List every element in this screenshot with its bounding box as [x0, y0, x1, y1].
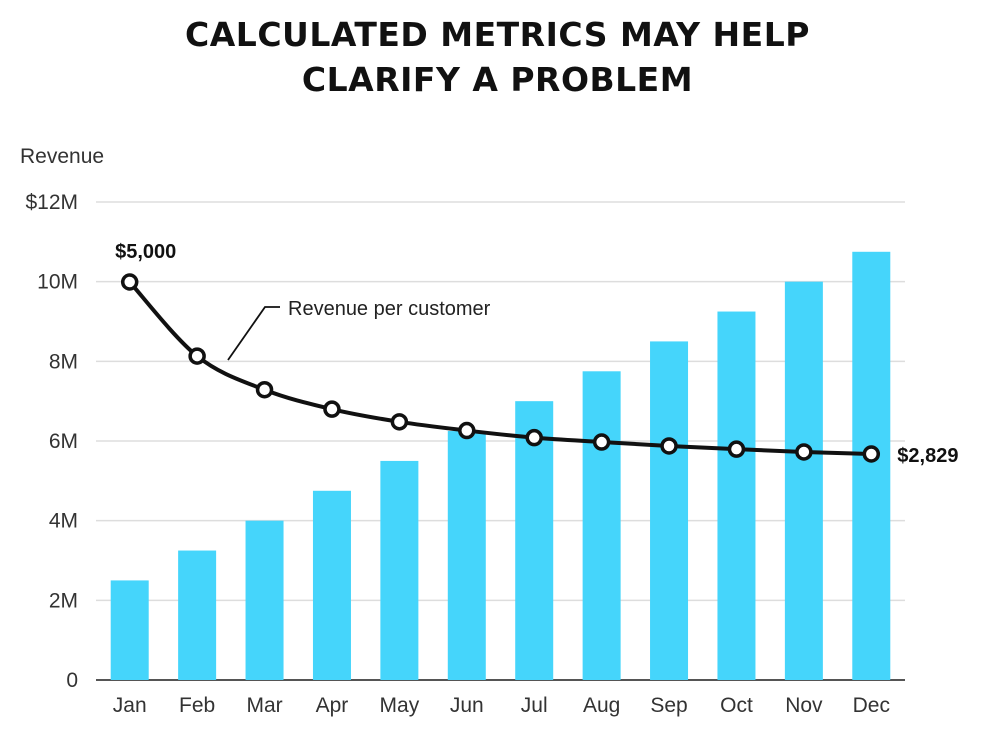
- bar: [110, 580, 149, 680]
- line-point: [120, 273, 139, 291]
- bar: [447, 431, 486, 680]
- series-label-leader-line: [227, 306, 280, 361]
- x-tick-label: Mar: [246, 694, 282, 717]
- x-tick-label: Apr: [316, 694, 349, 717]
- chart-title-line-1: CALCULATED METRICS MAY HELP: [185, 15, 810, 54]
- x-tick-label: Feb: [179, 694, 215, 717]
- y-tick-label: 2M: [49, 589, 78, 612]
- grid-layer: [96, 201, 905, 681]
- y-tick-label: 0: [66, 669, 78, 692]
- x-tick-label: Oct: [720, 694, 753, 717]
- line-point: [660, 437, 678, 455]
- bar: [650, 341, 689, 680]
- bar: [852, 251, 891, 680]
- bar: [784, 281, 823, 680]
- bar: [582, 371, 621, 680]
- line-series: [120, 273, 881, 463]
- x-tick-label: Sep: [650, 694, 687, 717]
- series-label: Revenue per customer: [288, 298, 491, 320]
- y-tick-label: 10M: [37, 271, 78, 294]
- x-tick-labels: Jan Feb Mar Apr May Jun Jul Aug Sep Oct Nov Dec: [113, 694, 890, 717]
- y-axis-title: Revenue: [20, 145, 104, 168]
- annotations: $5,000 $2,829 Revenue per customer: [115, 241, 958, 467]
- last-value-label: $2,829: [897, 445, 958, 467]
- line-point: [592, 433, 611, 451]
- revenue-per-customer-line: [128, 280, 872, 456]
- line-point: [323, 400, 341, 418]
- bar: [178, 550, 217, 680]
- bar: [312, 490, 351, 680]
- line-point: [390, 413, 409, 431]
- bar: [717, 311, 756, 680]
- chart-title: CALCULATED METRICS MAY HELP CLARIFY A PR…: [0, 12, 995, 102]
- x-tick-label: Aug: [583, 694, 620, 717]
- y-tick-label: 8M: [49, 350, 78, 373]
- x-tick-label: Jan: [113, 694, 147, 717]
- chart-title-line-2: CLARIFY A PROBLEM: [301, 60, 694, 99]
- x-tick-label: Jul: [521, 694, 548, 717]
- y-tick-label: 4M: [49, 510, 78, 533]
- line-point: [525, 428, 543, 447]
- first-value-label: $5,000: [115, 241, 176, 263]
- bar: [245, 520, 284, 680]
- bar: [380, 460, 419, 680]
- line-point: [727, 440, 746, 458]
- line-point: [862, 445, 881, 463]
- y-tick-label: $12M: [25, 191, 78, 214]
- bar: [515, 401, 554, 680]
- x-tick-label: Nov: [785, 694, 823, 717]
- y-tick-label: 6M: [49, 430, 78, 453]
- line-point: [255, 380, 274, 399]
- x-tick-label: Jun: [450, 694, 484, 717]
- y-tick-labels: 0 2M 4M 6M 8M 10M $12M: [25, 191, 78, 692]
- x-tick-label: Dec: [853, 694, 890, 717]
- line-point: [795, 443, 813, 461]
- line-point: [458, 421, 476, 440]
- bar-series: [110, 251, 891, 680]
- x-tick-label: May: [380, 694, 420, 717]
- line-point: [188, 347, 206, 365]
